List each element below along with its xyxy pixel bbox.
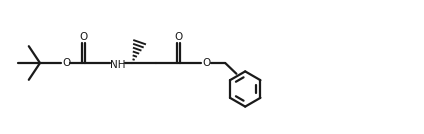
Text: O: O bbox=[62, 58, 70, 68]
Text: NH: NH bbox=[110, 60, 126, 70]
Text: O: O bbox=[203, 58, 211, 68]
Text: O: O bbox=[79, 32, 87, 42]
Text: O: O bbox=[175, 32, 183, 42]
